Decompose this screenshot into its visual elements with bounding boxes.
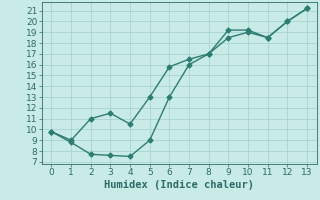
X-axis label: Humidex (Indice chaleur): Humidex (Indice chaleur) — [104, 180, 254, 190]
